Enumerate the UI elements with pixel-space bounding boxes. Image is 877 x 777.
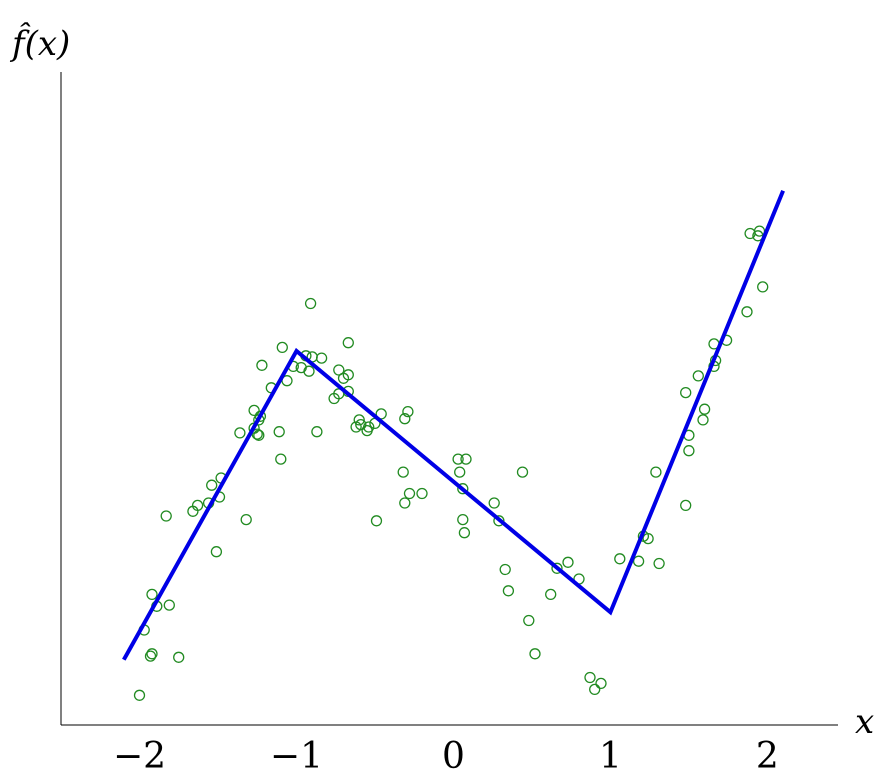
data-point <box>304 297 317 310</box>
x-tick-label: 2 <box>756 736 779 777</box>
data-point <box>516 466 529 478</box>
data-point <box>595 677 607 690</box>
data-point <box>632 555 645 567</box>
x-tick-label: −1 <box>270 736 323 777</box>
data-point <box>144 650 157 662</box>
data-point <box>562 556 574 568</box>
data-point <box>315 352 328 364</box>
data-point <box>273 426 285 438</box>
data-point <box>458 527 471 539</box>
data-point <box>614 553 626 565</box>
data-point <box>499 563 511 576</box>
data-point <box>757 281 769 293</box>
data-point <box>457 513 469 526</box>
data-point <box>275 453 287 465</box>
data-point <box>253 429 265 441</box>
data-point <box>454 466 466 478</box>
data-point <box>146 588 158 601</box>
data-point <box>493 515 505 527</box>
data-point <box>355 418 367 431</box>
data-point <box>589 683 601 696</box>
data-point <box>680 499 692 512</box>
y-axis-label: f̂(x) <box>9 22 70 64</box>
data-point <box>399 497 411 509</box>
data-point <box>210 546 223 558</box>
data-point <box>173 651 185 663</box>
data-point <box>460 453 472 465</box>
x-tick-label: 0 <box>442 736 465 777</box>
data-point <box>254 410 267 422</box>
data-point <box>342 369 354 381</box>
data-point <box>240 513 252 526</box>
data-point <box>397 466 409 478</box>
data-point <box>457 483 469 495</box>
data-point <box>191 499 204 512</box>
data-point <box>650 466 662 478</box>
data-point <box>402 405 414 418</box>
data-point <box>399 413 411 425</box>
data-point <box>545 588 557 601</box>
data-point <box>353 414 365 426</box>
data-point <box>206 479 218 491</box>
data-point <box>163 599 175 611</box>
data-point <box>529 648 541 660</box>
data-point <box>133 689 146 701</box>
data-point <box>370 515 383 527</box>
x-tick-label: −2 <box>113 736 166 777</box>
fit-series <box>122 189 785 661</box>
plot-axes <box>60 72 838 726</box>
data-point <box>276 341 288 354</box>
data-point <box>551 562 563 574</box>
data-point <box>683 445 695 457</box>
data-point <box>311 426 323 438</box>
data-point <box>146 648 158 660</box>
data-point <box>697 414 709 426</box>
data-point <box>248 404 260 417</box>
data-point <box>416 487 428 500</box>
data-point <box>680 386 692 399</box>
fit-line <box>122 189 785 661</box>
data-point <box>741 306 753 318</box>
data-point <box>333 364 345 376</box>
x-axis-label: x <box>855 702 874 742</box>
data-point <box>303 365 315 377</box>
data-point <box>584 671 596 684</box>
data-point <box>256 359 268 371</box>
data-point <box>160 510 172 522</box>
data-point <box>452 453 464 465</box>
x-tick-label: 1 <box>599 736 622 777</box>
data-point <box>488 497 500 509</box>
data-point <box>234 427 246 439</box>
data-point <box>403 487 416 500</box>
data-point <box>653 557 665 570</box>
data-point <box>502 585 515 597</box>
data-point <box>642 532 654 545</box>
data-point <box>342 337 354 349</box>
data-point <box>363 421 375 433</box>
data-point <box>698 403 711 415</box>
x-tick-labels: −2 −1 0 1 2 <box>113 736 779 777</box>
data-point <box>523 614 535 627</box>
data-point <box>692 370 704 382</box>
